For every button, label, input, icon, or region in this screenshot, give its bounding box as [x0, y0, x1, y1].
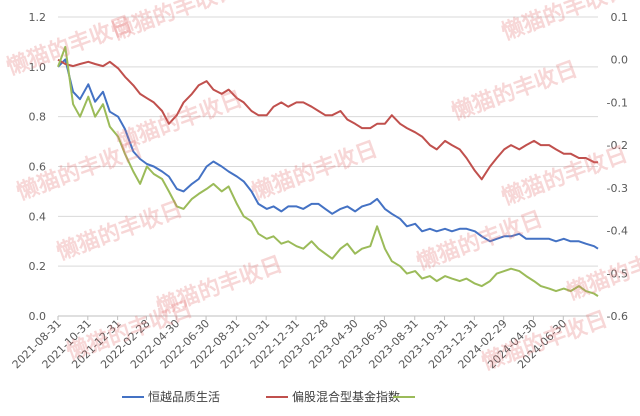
watermark-text: 懒猫的丰收日 — [563, 236, 640, 306]
series-line-2 — [57, 58, 598, 181]
y-right-tick-label: 0.0 — [611, 54, 629, 67]
y-right-tick-label: -0.6 — [607, 310, 628, 323]
y-left-tick-label: 0.2 — [29, 260, 47, 273]
legend-label-1: 恒越品质生活 — [148, 390, 220, 404]
legend: 恒越品质生活 偏股混合型基金指数 — [122, 389, 415, 404]
y-right-tick-label: -0.2 — [607, 139, 628, 152]
y-right-tick-label: -0.3 — [607, 182, 628, 195]
y-right-tick-label: -0.5 — [607, 267, 628, 280]
watermark-text: 懒猫的丰收日 — [53, 196, 186, 266]
y-right-tick-label: -0.4 — [607, 225, 628, 238]
y-left-tick-label: 0.8 — [29, 111, 47, 124]
watermark-text: 懒猫的丰收日 — [248, 136, 381, 206]
y-left-tick-label: 1.2 — [29, 11, 47, 24]
series-lines — [57, 45, 599, 297]
series-line-1 — [57, 58, 599, 250]
y-left-tick-label: 0.6 — [29, 161, 47, 174]
y-left-tick-label: 0.0 — [29, 310, 47, 323]
axes: 0.0 0.2 0.4 0.6 0.8 1.0 1.2 -0.6 -0.5 -0.4 -0.3 -0.… — [29, 11, 629, 323]
series-line-3 — [57, 45, 599, 297]
y-right-tick-label: 0.1 — [611, 11, 629, 24]
y-left-tick-label: 0.4 — [29, 210, 47, 223]
y-left-tick-label: 1.0 — [29, 61, 47, 74]
legend-label-2: 偏股混合型基金指数 — [292, 389, 400, 404]
y-right-tick-label: -0.1 — [607, 96, 628, 109]
watermark-text: 懒猫的丰收日 — [498, 141, 631, 211]
